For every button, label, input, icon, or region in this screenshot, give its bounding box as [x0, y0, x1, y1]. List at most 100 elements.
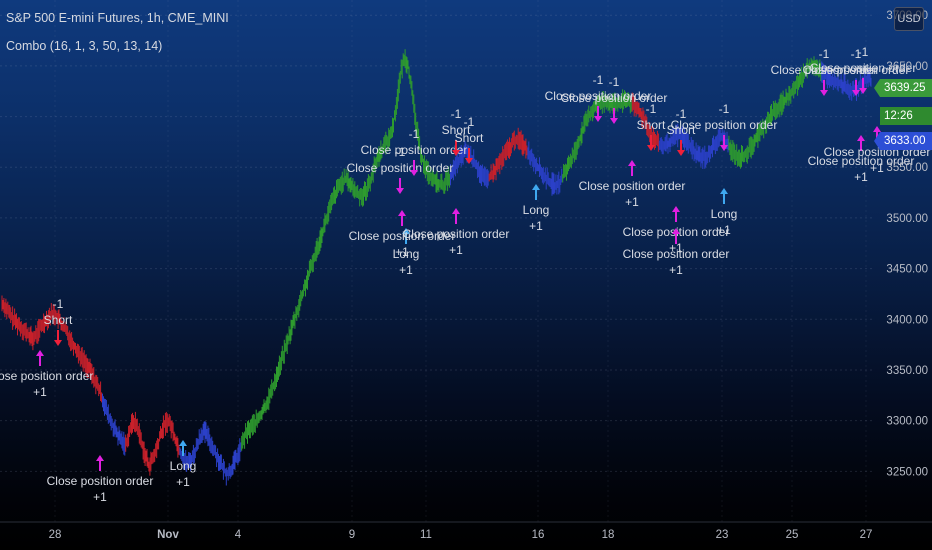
order-marker: [672, 228, 680, 244]
time-tick-label: 25: [786, 529, 799, 541]
order-label: Close position order: [545, 89, 652, 103]
order-qty: +1: [854, 170, 868, 184]
order-arrow-up: [452, 208, 460, 214]
bar-countdown-timer: 12:26: [880, 107, 932, 125]
order-qty: +1: [529, 219, 543, 233]
order-label: Close position order: [771, 63, 878, 77]
order-label: Close position order: [47, 474, 154, 488]
order-arrow-up: [720, 188, 728, 194]
time-tick-label: 27: [860, 529, 873, 541]
order-marker: [820, 80, 828, 96]
order-qty: +1: [625, 195, 639, 209]
order-marker: [647, 135, 655, 151]
order-arrow-up: [36, 350, 44, 356]
order-qty: +1: [717, 223, 731, 237]
order-arrow-up: [532, 184, 540, 190]
order-marker: [402, 228, 410, 244]
order-arrow-up: [398, 210, 406, 216]
order-qty: +1: [395, 245, 409, 259]
last-price-tag: 3639.25: [880, 79, 932, 97]
order-arrow-down: [610, 118, 618, 124]
price-tick-label: 3650.00: [886, 61, 928, 73]
order-qty: -1: [409, 127, 420, 141]
order-qty: -1: [819, 47, 830, 61]
price-tick-label: 3300.00: [886, 416, 928, 428]
order-marker: [720, 135, 728, 151]
order-label: Short: [455, 131, 484, 145]
order-arrow-down: [594, 116, 602, 122]
order-qty: -1: [719, 102, 730, 116]
order-marker: [852, 80, 860, 96]
time-tick-label: 28: [49, 529, 62, 541]
order-marker: [396, 178, 404, 194]
chart-grid: [0, 0, 874, 522]
order-arrow-down: [859, 88, 867, 94]
order-arrow-down: [54, 340, 62, 346]
order-arrow-down: [677, 150, 685, 156]
last-price-tag-pointer: [874, 79, 880, 97]
price-tick-label: 3350.00: [886, 365, 928, 377]
order-marker: [179, 440, 187, 456]
order-qty: +1: [449, 243, 463, 257]
order-arrow-up: [873, 126, 881, 132]
order-label: Short: [637, 118, 666, 132]
order-arrow-down: [410, 170, 418, 176]
order-label: Long: [523, 203, 550, 217]
time-tick-label: 11: [420, 529, 432, 541]
order-marker: [54, 330, 62, 346]
order-marker: [720, 188, 728, 204]
order-label: Short: [667, 123, 696, 137]
order-qty: -1: [53, 297, 64, 311]
price-tick-label: 3400.00: [886, 314, 928, 326]
order-marker: [677, 140, 685, 156]
time-tick-label: Nov: [157, 529, 179, 541]
order-qty: +1: [669, 241, 683, 255]
currency-button[interactable]: USD: [894, 7, 924, 31]
order-arrow-down: [720, 145, 728, 151]
order-label: Long: [711, 207, 738, 221]
order-marker: [610, 108, 618, 124]
order-label: Long: [170, 459, 197, 473]
order-label: Close position order: [403, 227, 510, 241]
order-arrow-up: [179, 440, 187, 446]
order-label: Close position order: [561, 91, 668, 105]
order-arrow-up: [402, 228, 410, 234]
price-tick-label: 3450.00: [886, 264, 928, 276]
order-qty: -1: [858, 45, 869, 59]
order-label: Close position order: [361, 143, 468, 157]
order-marker: [628, 160, 636, 176]
order-marker: [594, 106, 602, 122]
order-label: Close position order: [671, 118, 778, 132]
order-qty: -1: [851, 47, 862, 61]
order-label: Close position order: [347, 161, 454, 175]
order-label: Close position order: [810, 61, 917, 75]
order-qty: +1: [93, 490, 107, 504]
order-arrow-down: [820, 90, 828, 96]
order-marker: [452, 208, 460, 224]
time-tick-label: 16: [532, 529, 545, 541]
indicator-legend[interactable]: Combo (16, 1, 3, 50, 13, 14): [6, 39, 163, 53]
order-arrow-down: [852, 90, 860, 96]
order-arrow-down: [452, 150, 460, 156]
order-qty: +1: [33, 385, 47, 399]
price-tick-label: 3250.00: [886, 466, 928, 478]
time-tick-label: 9: [349, 529, 355, 541]
order-arrow-up: [96, 455, 104, 461]
order-qty: +1: [870, 161, 884, 175]
order-arrow-up: [857, 135, 865, 141]
order-marker: [465, 148, 473, 164]
time-tick-label: 23: [716, 529, 729, 541]
order-label: Close position order: [349, 229, 456, 243]
order-label: Close position order: [803, 63, 910, 77]
order-qty: -1: [395, 145, 406, 159]
time-axis: 28 Nov 4 9 11 16 18 23 25 27: [0, 521, 932, 541]
order-qty: +1: [669, 263, 683, 277]
order-label: Short: [442, 123, 471, 137]
symbol-title[interactable]: S&P 500 E-mini Futures, 1h, CME_MINI: [6, 11, 229, 25]
order-label: Short: [44, 313, 73, 327]
order-marker: [857, 135, 865, 151]
order-label: Close position order: [808, 154, 915, 168]
